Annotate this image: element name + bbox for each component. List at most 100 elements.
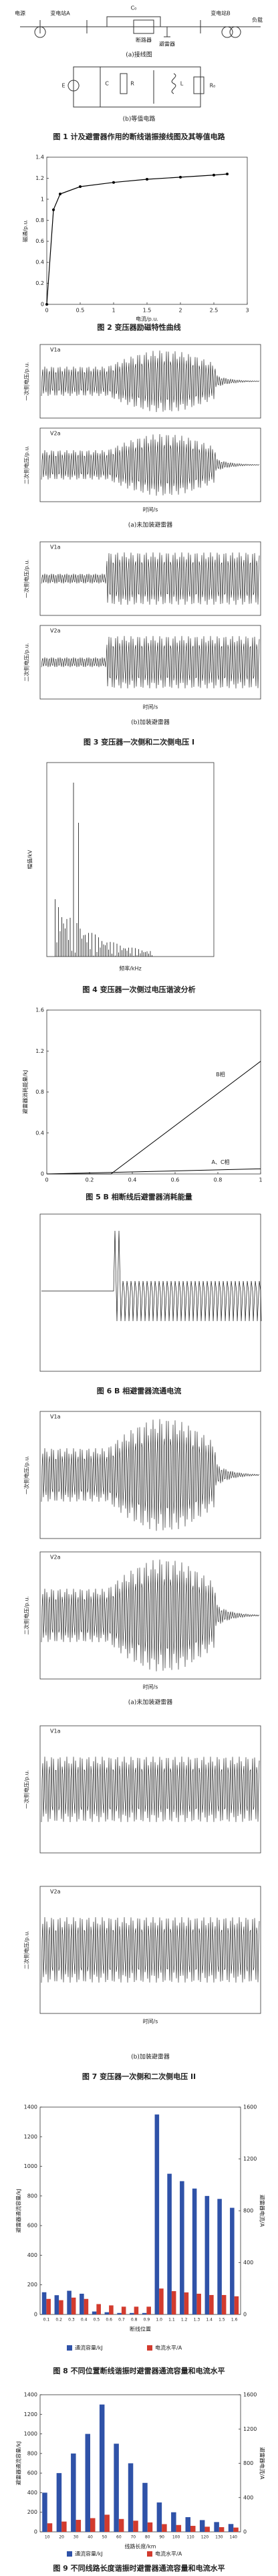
plot-frame — [46, 1009, 261, 1175]
y2-tick-label: 0 — [243, 2529, 247, 2535]
bar — [192, 2188, 197, 2314]
bar — [121, 2306, 126, 2314]
x-tick-label: 1.2 — [181, 2318, 188, 2322]
y-tick-label: 0 — [34, 2312, 37, 2318]
y2-tick-label: 800 — [243, 2208, 253, 2214]
subcaption: (a)未加装避雷器 — [128, 521, 173, 529]
legend-swatch — [67, 2345, 72, 2351]
y-tick-label: 0.4 — [35, 260, 44, 266]
y2-axis-label: 避雷器电流/A — [259, 2447, 266, 2480]
y2-tick-label: 1200 — [243, 2426, 257, 2432]
bar — [233, 2527, 239, 2532]
x-tick-label: 1.5 — [143, 308, 152, 314]
line — [46, 1168, 261, 1175]
x-tick-label: 0.5 — [76, 308, 85, 314]
x-tick-label: 2.5 — [210, 308, 219, 314]
bar — [56, 2473, 62, 2532]
y-tick-label: 400 — [27, 2252, 37, 2258]
point — [179, 175, 182, 179]
bar — [196, 2294, 201, 2314]
bar — [130, 2312, 134, 2314]
caption: 图 1 计及避雷器作用的断线谐振接线图及其等值电路 — [53, 132, 225, 141]
x-tick-label: 60 — [116, 2535, 122, 2540]
y-axis-label: 二次侧电压/p.u. — [23, 1930, 30, 1969]
bar — [80, 2294, 84, 2314]
x-tick-label: 0.8 — [131, 2318, 138, 2322]
x-tick-label: 50 — [102, 2535, 108, 2540]
legend-entry: 电流水平/A — [155, 2345, 182, 2351]
x-tick-label: 120 — [201, 2535, 209, 2540]
bar — [92, 2311, 97, 2314]
label: 断路器 — [136, 37, 152, 43]
x-tick-label: 1 — [259, 1177, 262, 1183]
y-tick-label: 0 — [41, 1171, 44, 1177]
circuit-b — [67, 66, 204, 108]
y2-tick-label: 1200 — [243, 2156, 257, 2162]
caption: 图 4 变压器一次侧过电压谐波分析 — [82, 985, 195, 994]
x-tick-label: 0 — [45, 308, 48, 314]
x-axis-label: 电流/p.u. — [136, 316, 158, 322]
label: 避雷器 — [159, 41, 175, 47]
x-tick-label: 1.6 — [231, 2318, 238, 2322]
waveform — [41, 351, 260, 412]
y-axis-label: 避雷器通流容量/kJ — [15, 2189, 22, 2233]
x-tick-label: 0.6 — [106, 2318, 112, 2322]
bar — [228, 2524, 234, 2532]
waveform — [41, 552, 260, 605]
waveform — [41, 1559, 260, 1672]
x-tick-label: 0.5 — [94, 2318, 100, 2322]
y-axis-label: 二次侧电压/p.u. — [23, 445, 30, 484]
y-axis-label: 幅值/kV — [27, 850, 33, 869]
x-tick-label: 1.5 — [219, 2318, 225, 2322]
y2-tick-label: 400 — [243, 2260, 253, 2266]
bar — [234, 2296, 239, 2314]
bar — [84, 2298, 89, 2314]
x-tick-label: 0.4 — [81, 2318, 88, 2322]
y-tick-label: 600 — [27, 2470, 37, 2476]
x-tick-label: 110 — [186, 2535, 194, 2540]
label: 电源 — [15, 10, 25, 17]
y-tick-label: 1 — [41, 196, 44, 202]
bar — [214, 2522, 219, 2532]
bar — [67, 2290, 72, 2314]
label: 变电站A — [50, 10, 70, 17]
point — [112, 181, 115, 184]
label: R₀ — [210, 83, 216, 89]
bar — [47, 2523, 53, 2532]
x-tick-label: 2 — [178, 308, 182, 314]
subcaption: (a)接线图 — [126, 51, 152, 59]
caption: 图 5 B 相断线后避雷器消耗能量 — [86, 1192, 192, 1201]
bar — [99, 2404, 105, 2532]
x-tick-label: 140 — [230, 2535, 238, 2540]
y-tick-label: 1200 — [24, 2411, 37, 2417]
bar — [142, 2312, 147, 2314]
bar — [109, 2305, 114, 2314]
caption: 图 7 变压器一次侧和二次侧电压 II — [82, 2072, 196, 2081]
y-axis-label: 避雷器通流容量/kJ — [15, 2442, 22, 2486]
x-tick-label: 1.0 — [156, 2318, 162, 2322]
y-tick-label: 1.2 — [35, 1048, 44, 1054]
x-tick-label: 3 — [245, 308, 249, 314]
plot-frame — [39, 541, 261, 616]
x-tick-label: 1 — [112, 308, 115, 314]
x-tick-label: 40 — [88, 2535, 93, 2540]
y-tick-label: 1000 — [24, 2431, 37, 2437]
x-axis-label: 频率/kHz — [119, 965, 142, 972]
plot-frame — [46, 762, 215, 957]
x-tick-label: 100 — [172, 2535, 180, 2540]
point — [79, 185, 82, 188]
y-tick-label: 800 — [27, 2193, 37, 2199]
bar — [167, 2173, 172, 2314]
bar — [171, 2512, 176, 2532]
bar — [209, 2294, 214, 2314]
y-tick-label: 0.8 — [35, 1089, 44, 1095]
y-tick-label: 1000 — [24, 2163, 37, 2169]
y-axis-label: 一次侧电压/p.u. — [23, 1456, 30, 1494]
bar — [217, 2199, 222, 2314]
y-tick-label: 1400 — [24, 2104, 37, 2110]
bar — [42, 2492, 47, 2532]
plot-frame — [39, 1551, 261, 1680]
legend-entry: V2a — [50, 1555, 61, 1561]
y-axis-label: 一次侧电压/p.u. — [23, 559, 30, 598]
